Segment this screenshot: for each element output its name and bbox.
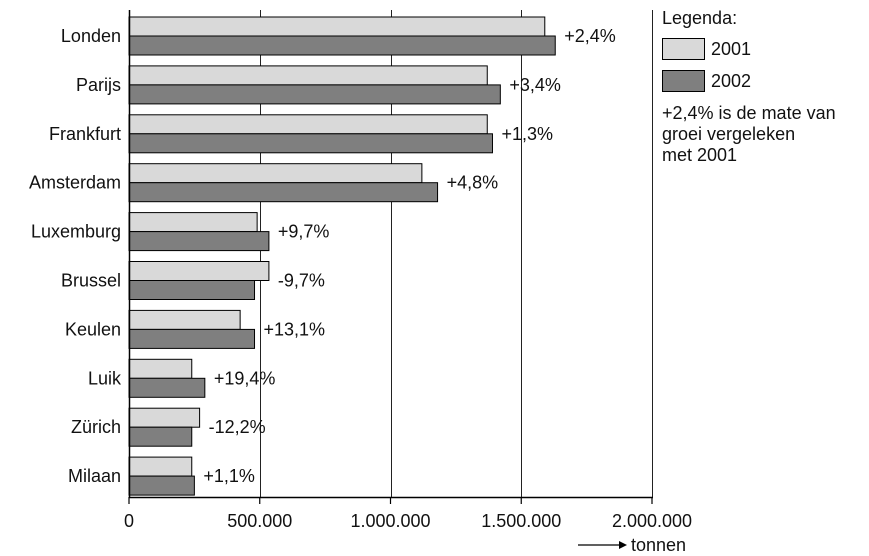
x-tick-label: 0 — [124, 511, 134, 531]
x-tick-label: 1.000.000 — [350, 511, 430, 531]
bar-2001 — [128, 65, 488, 86]
legend-note-line: groei vergeleken — [662, 124, 796, 144]
bar-2002 — [128, 280, 256, 300]
legend-item-2001: 2001 — [662, 37, 867, 61]
legend-item-2002: 2002 — [662, 69, 867, 93]
bar-2001 — [128, 114, 488, 135]
bar-value-label: +13,1% — [264, 319, 326, 339]
legend-label-2001: 2001 — [711, 38, 752, 59]
bar-value-label: +19,4% — [214, 368, 276, 388]
x-tick-label: 2.000.000 — [612, 511, 692, 531]
x-tick-label: 500.000 — [227, 511, 292, 531]
axis-arrow-icon — [619, 541, 627, 549]
bar-2002 — [128, 35, 556, 56]
bar-value-label: -12,2% — [209, 417, 266, 437]
bar-2002 — [128, 84, 501, 105]
bar-2001 — [128, 16, 546, 37]
labels: Londen +2,4% Parijs +3,4% Frankfurt +1,3% Amst… — [29, 26, 616, 486]
category-label: Keulen — [65, 319, 121, 339]
legend-swatch-2001 — [662, 38, 705, 60]
bar-value-label: +9,7% — [278, 222, 330, 242]
x-axis-label: tonnen — [631, 535, 686, 555]
category-label: Zürich — [71, 417, 121, 437]
bar-2002 — [128, 328, 256, 349]
category-label: Milaan — [68, 466, 121, 486]
bar-2001 — [128, 261, 270, 281]
legend-swatch-2002 — [662, 70, 705, 92]
bar-value-label: +2,4% — [564, 26, 616, 46]
bar-2002 — [128, 182, 439, 203]
bar-value-label: +3,4% — [509, 75, 561, 95]
legend-label-2002: 2002 — [711, 70, 752, 91]
category-label: Parijs — [76, 75, 121, 95]
category-label: Amsterdam — [29, 173, 121, 193]
legend-title: Legenda: — [662, 8, 738, 28]
bars — [128, 16, 556, 496]
bar-2002 — [128, 426, 193, 447]
legend: Legenda: 2001 2002 +2,4% is de mate van … — [662, 7, 867, 166]
bar-value-label: +4,8% — [447, 173, 499, 193]
bar-2002 — [128, 133, 493, 154]
bar-2002 — [128, 377, 206, 398]
bar-value-label: +1,1% — [203, 466, 255, 486]
category-label: Brussel — [61, 271, 121, 291]
legend-note-line: +2,4% is de mate van — [662, 103, 836, 123]
bar-2001 — [128, 163, 423, 184]
legend-note: +2,4% is de mate van groei vergeleken me… — [662, 103, 867, 166]
category-label: Luik — [88, 368, 122, 388]
bar-2001 — [128, 456, 193, 477]
bar-2001 — [128, 309, 241, 330]
bar-2001 — [128, 212, 258, 233]
bar-value-label: +1,3% — [501, 124, 553, 144]
bar-2002 — [128, 231, 270, 252]
bar-2001 — [128, 407, 201, 428]
legend-note-line: met 2001 — [662, 145, 738, 165]
category-label: Frankfurt — [49, 124, 121, 144]
axes: 0 500.000 1.000.000 1.500.000 2.000.000 tonne… — [124, 10, 692, 555]
x-tick-label: 1.500.000 — [481, 511, 561, 531]
bar-2002 — [128, 475, 195, 496]
category-label: Londen — [61, 26, 121, 46]
bar-value-label: -9,7% — [278, 271, 325, 291]
category-label: Luxemburg — [31, 222, 121, 242]
bar-2001 — [128, 358, 193, 379]
